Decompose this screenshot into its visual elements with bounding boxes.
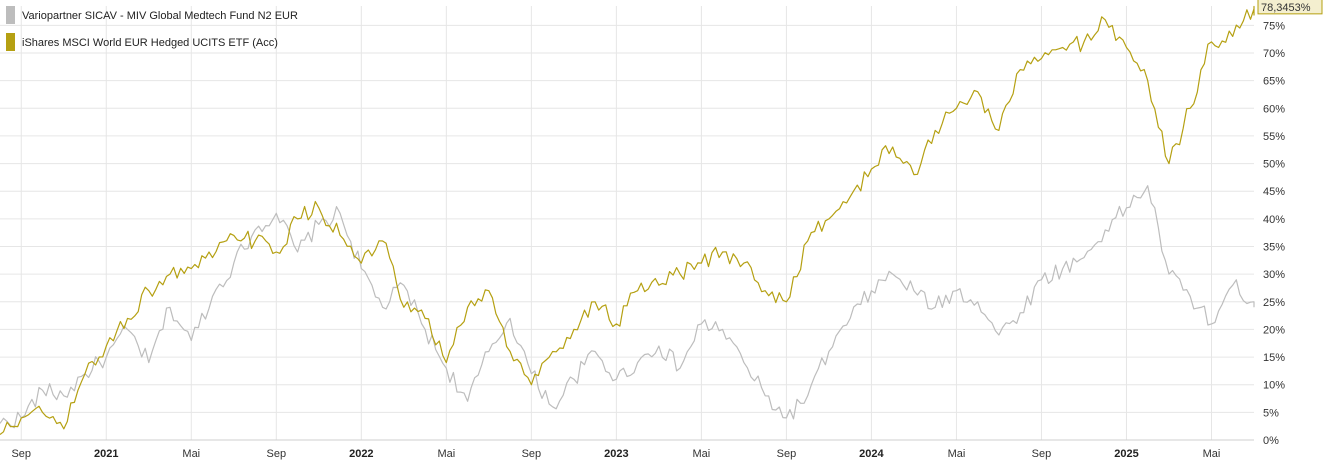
x-tick-label: Sep: [267, 448, 287, 460]
x-tick-label: 2021: [94, 448, 118, 460]
legend-swatch-etf: [6, 33, 15, 51]
last-value-badge: [1257, 0, 1323, 15]
last-value-label: 78,3453%: [1261, 2, 1311, 14]
last-value-marker: 78,3453%: [1257, 0, 1323, 15]
y-tick-label: 10%: [1263, 380, 1285, 392]
series-line-etf: [0, 5, 1255, 435]
legend-label-fund: Variopartner SICAV - MIV Global Medtech …: [22, 10, 298, 22]
y-tick-label: 15%: [1263, 352, 1285, 364]
x-tick-label: Mai: [437, 448, 455, 460]
series-line-fund: [0, 185, 1255, 429]
y-tick-label: 50%: [1263, 159, 1285, 171]
x-tick-label: 2024: [859, 448, 884, 460]
x-tick-label: 2023: [604, 448, 628, 460]
x-tick-label: Sep: [1032, 448, 1052, 460]
x-tick-label: Mai: [948, 448, 966, 460]
y-tick-label: 70%: [1263, 48, 1285, 60]
y-tick-label: 35%: [1263, 241, 1285, 253]
x-tick-label: Mai: [182, 448, 200, 460]
x-tick-label: Sep: [522, 448, 542, 460]
series-lines: [0, 5, 1255, 435]
x-tick-label: Mai: [693, 448, 711, 460]
y-tick-label: 40%: [1263, 214, 1285, 226]
legend-item-etf[interactable]: iShares MSCI World EUR Hedged UCITS ETF …: [6, 33, 278, 51]
y-tick-label: 45%: [1263, 186, 1285, 198]
grid-lines: [0, 6, 1254, 441]
y-tick-label: 75%: [1263, 20, 1285, 32]
legend-label-etf: iShares MSCI World EUR Hedged UCITS ETF …: [22, 37, 278, 49]
y-axis: 0% 5% 10% 15% 20% 25% 30% 35% 40% 45% 50% 55% 60% 65%…: [1263, 20, 1285, 447]
x-tick-label: 2022: [349, 448, 373, 460]
legend: Variopartner SICAV - MIV Global Medtech …: [6, 6, 298, 51]
y-tick-label: 55%: [1263, 131, 1285, 143]
x-tick-label: Sep: [777, 448, 797, 460]
y-tick-label: 20%: [1263, 324, 1285, 336]
x-tick-label: 2025: [1114, 448, 1138, 460]
legend-swatch-fund: [6, 6, 15, 24]
y-tick-label: 25%: [1263, 297, 1285, 309]
x-tick-label: Sep: [11, 448, 31, 460]
y-tick-label: 5%: [1263, 407, 1279, 419]
legend-item-fund[interactable]: Variopartner SICAV - MIV Global Medtech …: [6, 6, 298, 24]
y-tick-label: 60%: [1263, 103, 1285, 115]
x-tick-label: Mai: [1203, 448, 1221, 460]
y-tick-label: 30%: [1263, 269, 1285, 281]
x-axis: Sep 2021 Mai Sep 2022 Mai Sep 2023 Mai Sep 2024 Mai…: [11, 448, 1220, 460]
y-tick-label: 0%: [1263, 435, 1279, 447]
y-tick-label: 65%: [1263, 76, 1285, 88]
